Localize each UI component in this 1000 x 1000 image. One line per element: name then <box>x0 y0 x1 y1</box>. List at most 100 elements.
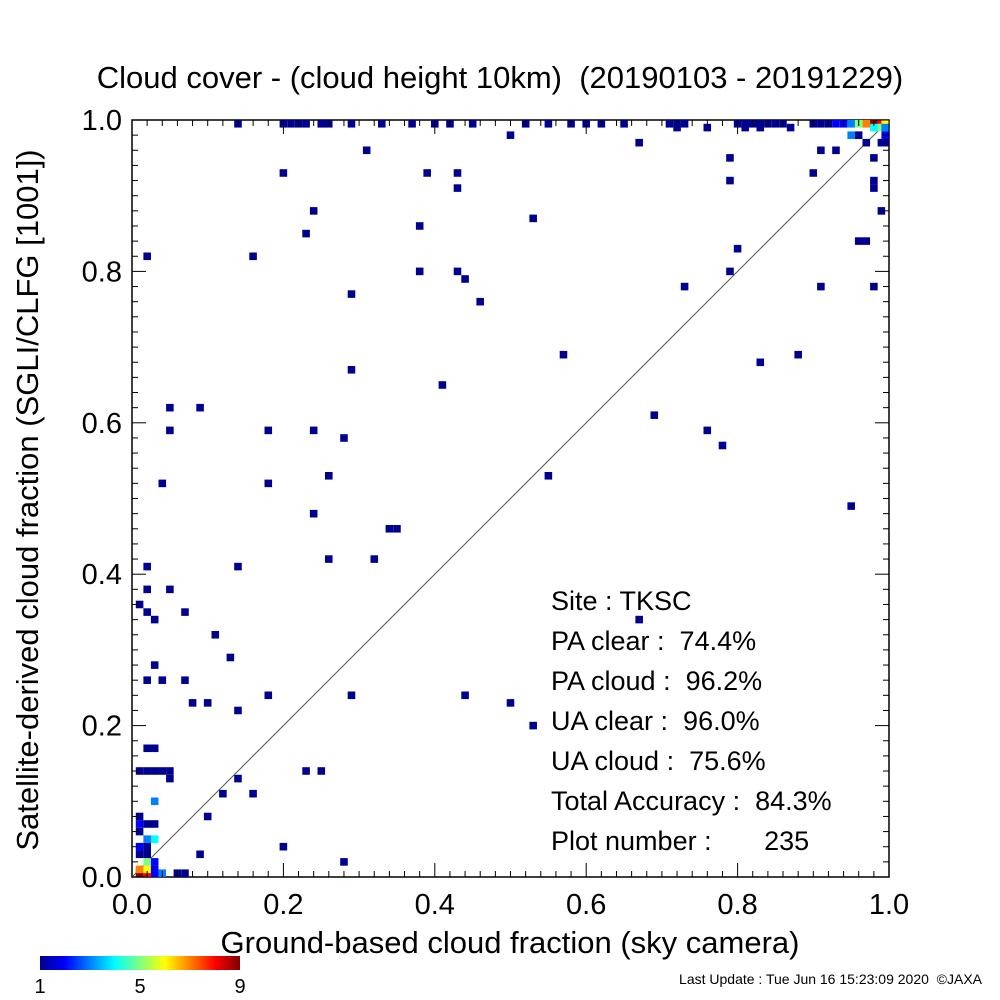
data-point <box>135 767 144 775</box>
data-point <box>234 562 242 571</box>
plot-area: 0.0 0.2 0.4 0.6 0.8 1.0 0.0 0.2 0.4 0.6 0.8 1.0 <box>82 105 909 921</box>
data-point <box>809 169 818 177</box>
data-point <box>166 767 174 775</box>
x-axis-label: Ground-based cloud fraction (sky camera) <box>221 925 800 960</box>
data-point <box>877 123 886 132</box>
data-point <box>158 676 167 684</box>
data-point <box>287 120 295 128</box>
data-point <box>650 411 659 419</box>
data-point <box>150 869 159 877</box>
y-tick-label: 0.2 <box>82 711 122 743</box>
data-point <box>150 865 159 874</box>
data-point <box>166 403 174 412</box>
colorbar: 1 5 9 <box>34 956 246 998</box>
data-point <box>143 585 151 594</box>
data-point <box>347 691 356 700</box>
data-point <box>726 176 734 185</box>
colorbar-tick-max: 9 <box>234 976 245 998</box>
data-point <box>817 120 825 128</box>
data-point <box>756 123 765 132</box>
data-point <box>347 290 356 298</box>
x-tick-label: 0.8 <box>717 889 757 921</box>
data-point <box>279 169 288 177</box>
data-point <box>817 282 825 291</box>
stats-total-accuracy: Total Accuracy : 84.3% <box>551 786 832 816</box>
data-point <box>325 555 333 563</box>
stats-site: Site : TKSC <box>551 586 692 616</box>
data-point <box>150 797 159 806</box>
data-point <box>234 774 242 783</box>
data-point <box>166 585 174 594</box>
data-point <box>302 229 310 238</box>
data-point <box>847 131 855 139</box>
chart-title: Cloud cover - (cloud height 10km) (20190… <box>97 60 903 95</box>
data-point <box>279 842 288 851</box>
data-point <box>317 767 326 775</box>
x-tick-label: 0.0 <box>112 889 152 921</box>
data-point <box>756 358 765 367</box>
data-point <box>340 858 348 866</box>
data-point <box>264 426 273 435</box>
data-point <box>143 820 151 828</box>
data-point <box>870 282 878 291</box>
data-point <box>385 525 394 533</box>
data-point <box>158 479 167 488</box>
data-point <box>362 146 371 155</box>
data-point <box>135 820 144 828</box>
data-point <box>150 820 159 828</box>
x-tick-label: 1.0 <box>869 889 909 921</box>
data-point <box>181 869 189 877</box>
axis-ticks: 0.0 0.2 0.4 0.6 0.8 1.0 0.0 0.2 0.4 0.6 0.8 1.0 <box>82 105 909 921</box>
data-point <box>870 123 878 132</box>
data-point <box>302 120 310 128</box>
data-point <box>847 502 855 510</box>
data-point <box>881 120 889 128</box>
data-point <box>862 138 871 147</box>
data-point <box>309 509 318 518</box>
data-point <box>203 812 212 821</box>
data-point <box>150 615 159 624</box>
stats-ua-cloud: UA cloud : 75.6% <box>551 746 766 776</box>
data-point <box>877 138 886 147</box>
y-tick-label: 1.0 <box>82 105 122 137</box>
data-point <box>771 120 780 128</box>
data-point <box>726 154 734 162</box>
data-point <box>143 562 151 571</box>
data-point <box>309 207 318 215</box>
data-point <box>726 267 734 276</box>
stats-plot-number: Plot number : 235 <box>551 826 809 856</box>
data-point <box>461 275 469 283</box>
data-point <box>143 744 151 753</box>
data-point <box>718 441 727 450</box>
data-point <box>854 131 863 139</box>
stats-pa-clear: PA clear : 74.4% <box>551 626 756 656</box>
data-point <box>143 608 151 616</box>
y-tick-label: 0.0 <box>82 862 122 894</box>
data-point <box>506 131 515 139</box>
data-point <box>877 120 886 128</box>
data-point <box>226 653 235 662</box>
data-point <box>181 676 189 684</box>
data-point <box>665 120 674 128</box>
stats-ua-clear: UA clear : 96.0% <box>551 706 760 736</box>
data-point <box>166 426 174 435</box>
data-point <box>150 835 159 843</box>
data-point <box>453 184 462 192</box>
data-point <box>234 706 242 715</box>
data-point <box>870 154 878 162</box>
data-point <box>862 237 871 245</box>
data-point <box>408 120 416 128</box>
data-point <box>211 631 220 639</box>
data-point <box>559 350 568 359</box>
data-point <box>680 120 689 128</box>
data-point <box>158 767 167 775</box>
data-point <box>264 479 273 488</box>
data-point <box>370 555 379 563</box>
data-point <box>143 858 151 866</box>
data-point <box>862 120 871 128</box>
data-point <box>135 842 144 851</box>
data-points <box>135 120 889 877</box>
data-point <box>150 661 159 669</box>
data-point <box>415 267 424 276</box>
